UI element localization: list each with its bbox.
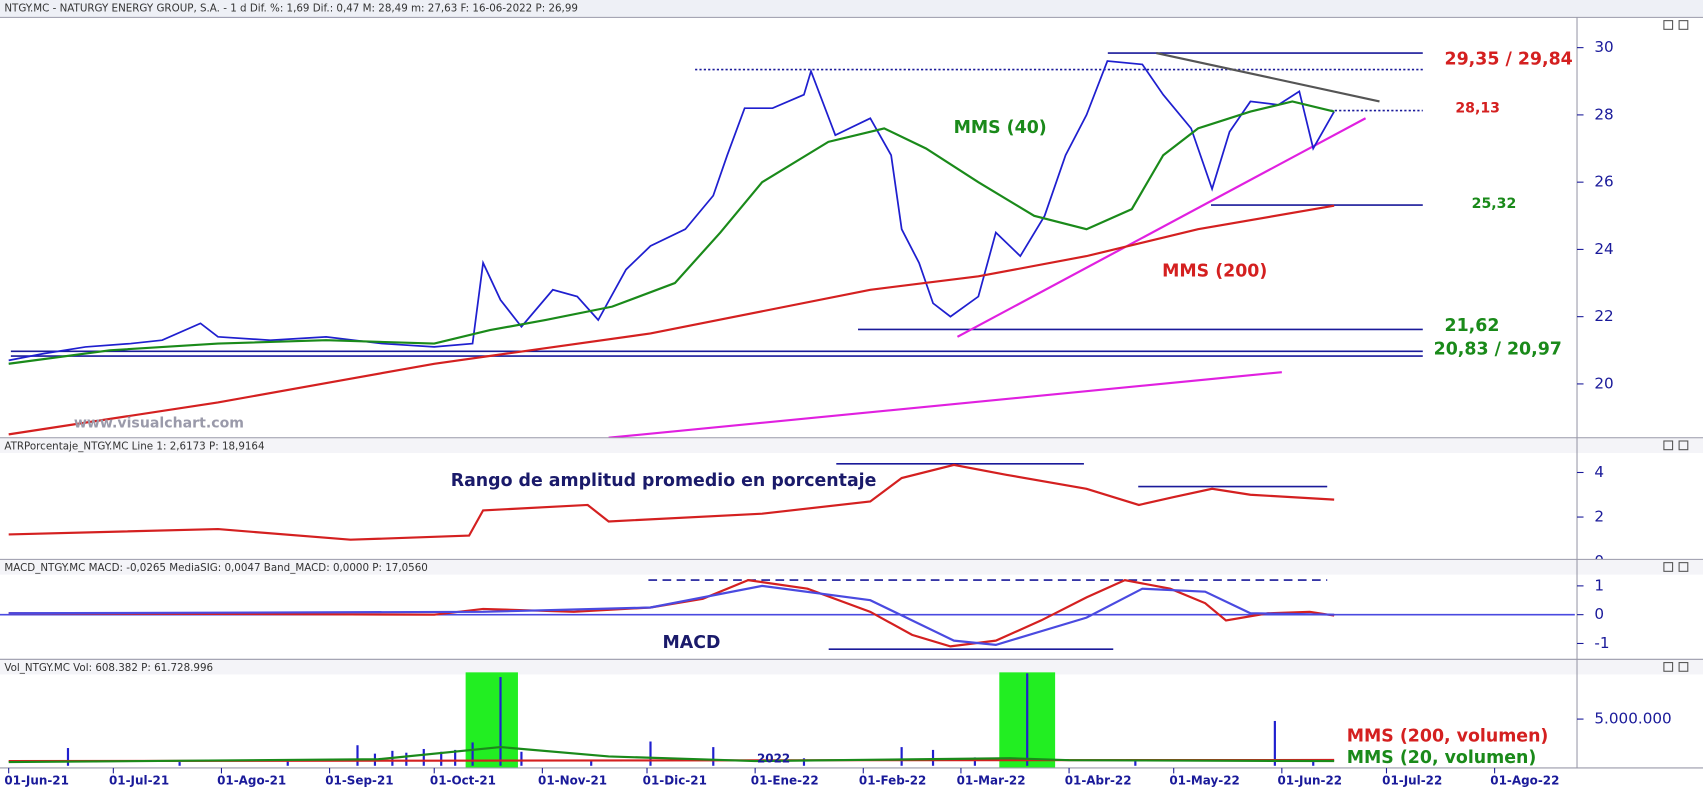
volume-bar bbox=[286, 761, 289, 766]
panel-title: NTGY.MC - NATURGY ENERGY GROUP, S.A. - 1… bbox=[4, 3, 578, 15]
volume-bar bbox=[931, 749, 935, 766]
volume-bar bbox=[499, 677, 502, 766]
volume-bar bbox=[712, 747, 715, 766]
panel-header-bar bbox=[0, 659, 1703, 675]
panel-title: MACD_NTGY.MC MACD: -0,0265 MediaSIG: 0,0… bbox=[4, 562, 427, 574]
annotation: 2022 bbox=[757, 752, 790, 766]
x-tick-label: 01-Mar-22 bbox=[957, 773, 1026, 787]
series-line bbox=[8, 584, 1335, 646]
annotation: MMS (40) bbox=[954, 118, 1047, 138]
volume-bar bbox=[471, 742, 474, 766]
volume-highlight bbox=[465, 672, 518, 768]
volume-bar bbox=[178, 762, 181, 766]
y-tick-label: -1 bbox=[1594, 634, 1609, 652]
x-tick-label: 01-Nov-21 bbox=[538, 773, 607, 787]
window-button bbox=[1678, 562, 1689, 572]
y-tick-label: 2 bbox=[1594, 508, 1604, 526]
x-tick-label: 01-Ago-22 bbox=[1490, 773, 1559, 787]
volume-bar bbox=[1273, 720, 1276, 766]
annotation: Rango de amplitud promedio en porcentaje bbox=[451, 471, 877, 491]
series-line bbox=[8, 100, 1335, 365]
series-line bbox=[8, 578, 1335, 648]
x-tick-label: 01-Ago-21 bbox=[217, 773, 286, 787]
trend-line bbox=[956, 117, 1367, 338]
y-tick-label: 30 bbox=[1594, 38, 1613, 56]
x-tick-label: 01-May-22 bbox=[1169, 773, 1239, 787]
volume-bar bbox=[1312, 759, 1315, 766]
window-button bbox=[1663, 562, 1674, 572]
y-tick-label: 0 bbox=[1594, 605, 1604, 623]
volume-bar bbox=[422, 748, 425, 766]
header-bar bbox=[0, 0, 1703, 18]
y-tick-label: 24 bbox=[1594, 240, 1613, 258]
y-tick-label: 22 bbox=[1594, 307, 1613, 325]
panel-header-bar bbox=[0, 437, 1703, 453]
series-line bbox=[8, 745, 1335, 764]
annotation: MMS (200, volumen) bbox=[1347, 726, 1549, 746]
x-tick-label: 01-Jun-21 bbox=[4, 773, 69, 787]
x-tick-label: 01-Jul-22 bbox=[1382, 773, 1442, 787]
y-tick-label: 1 bbox=[1594, 576, 1604, 594]
annotation: MACD bbox=[663, 633, 721, 653]
volume-bar bbox=[454, 749, 457, 766]
level-label: 29,35 / 29,84 bbox=[1445, 50, 1573, 70]
volume-bar bbox=[66, 748, 70, 766]
series-line bbox=[8, 204, 1335, 436]
x-tick-label: 01-Oct-21 bbox=[430, 773, 496, 787]
x-tick-label: 01-Sep-21 bbox=[325, 773, 393, 787]
panel-title: ATRPorcentaje_NTGY.MC Line 1: 2,6173 P: … bbox=[4, 440, 264, 452]
x-tick-label: 01-Ene-22 bbox=[751, 773, 819, 787]
x-tick-label: 01-Dic-21 bbox=[643, 773, 707, 787]
volume-bar bbox=[1026, 673, 1029, 766]
window-button bbox=[1678, 662, 1689, 672]
window-button bbox=[1678, 20, 1689, 30]
window-button bbox=[1663, 662, 1674, 672]
annotation: www.visualchart.com bbox=[74, 416, 244, 432]
volume-bar bbox=[973, 757, 976, 766]
x-tick-label: 01-Jul-21 bbox=[109, 773, 169, 787]
x-tick-label: 01-Abr-22 bbox=[1065, 773, 1132, 787]
y-tick-label: 5.000.000 bbox=[1594, 710, 1671, 728]
x-tick-label: 01-Feb-22 bbox=[859, 773, 926, 787]
y-tick-label: 4 bbox=[1594, 463, 1604, 481]
window-button bbox=[1678, 440, 1689, 451]
panel-title: Vol_NTGY.MC Vol: 608.382 P: 61.728.996 bbox=[4, 662, 213, 674]
volume-bar bbox=[900, 747, 903, 766]
y-tick-label: 28 bbox=[1594, 105, 1613, 123]
window-button bbox=[1663, 20, 1674, 30]
volume-bar bbox=[590, 760, 593, 766]
volume-bar bbox=[440, 751, 443, 766]
annotation: MMS (200) bbox=[1162, 262, 1267, 282]
level-label: 21,62 bbox=[1445, 316, 1500, 336]
y-tick-label: 26 bbox=[1594, 173, 1613, 191]
volume-bar bbox=[520, 751, 523, 766]
trend-line bbox=[608, 371, 1282, 439]
trend-line bbox=[1156, 51, 1380, 103]
volume-bar bbox=[802, 758, 806, 766]
volume-bar bbox=[356, 745, 359, 766]
series-line bbox=[8, 463, 1335, 541]
annotation: MMS (20, volumen) bbox=[1347, 748, 1537, 768]
series-line bbox=[8, 60, 1335, 362]
panel-header-bar bbox=[0, 559, 1703, 575]
level-label: 20,83 / 20,97 bbox=[1434, 340, 1562, 360]
level-label: 25,32 bbox=[1472, 196, 1517, 212]
x-tick-label: 01-Jun-22 bbox=[1277, 773, 1342, 787]
y-tick-label: 20 bbox=[1594, 374, 1613, 392]
volume-bar bbox=[1134, 760, 1137, 766]
volume-bar bbox=[405, 752, 408, 766]
window-button bbox=[1663, 440, 1674, 451]
volume-bar bbox=[649, 741, 652, 766]
level-label: 28,13 bbox=[1455, 101, 1500, 117]
